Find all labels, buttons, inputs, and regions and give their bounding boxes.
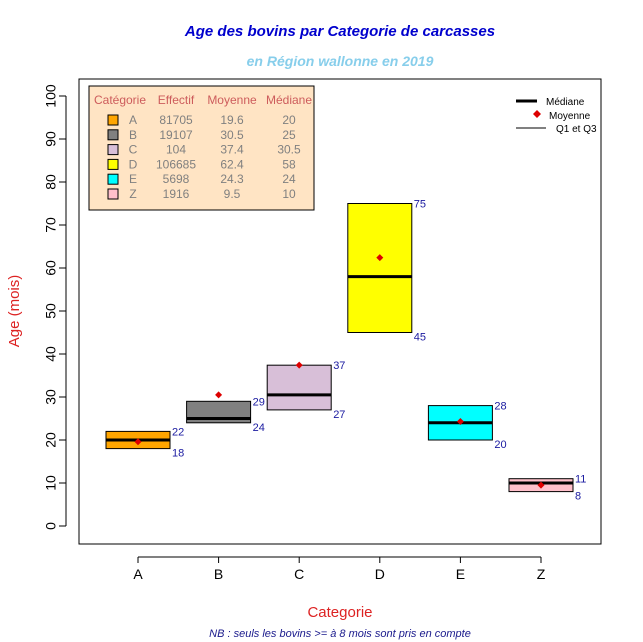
x-tick-label: Z	[537, 566, 546, 582]
legend-mean-label: Moyenne	[549, 111, 591, 122]
table-swatch	[107, 129, 119, 141]
q1-label-B: 24	[253, 422, 265, 434]
y-tick-label: 50	[43, 303, 59, 319]
table-swatch	[107, 188, 119, 200]
table-cell-mediane: 58	[282, 157, 296, 171]
y-tick-label: 100	[43, 84, 59, 108]
table-cell-moyenne: 24.3	[220, 172, 244, 186]
chart-subtitle: en Région wallonne en 2019	[247, 53, 434, 69]
x-axis-title: Categorie	[307, 604, 372, 621]
q3-label-C: 37	[333, 360, 345, 372]
table-swatch	[107, 158, 119, 170]
mean-marker-A	[134, 438, 142, 446]
table-swatch	[107, 144, 119, 156]
summary-table-body: Catégorie Effectif Moyenne Médiane A 81705 19.…	[94, 93, 312, 201]
y-axis-title: Age (mois)	[6, 275, 23, 348]
box-series: 22 18 29 24 37 27 75 45 28 20 11 8	[105, 199, 586, 503]
mean-marker-E	[456, 418, 464, 426]
q3-label-A: 22	[172, 426, 184, 438]
q1-label-Z: 8	[575, 491, 581, 503]
table-swatch	[107, 114, 119, 126]
x-tick-label: D	[375, 566, 385, 582]
x-tick-label: A	[133, 566, 143, 582]
x-tick-label: B	[214, 566, 223, 582]
box-C	[266, 364, 332, 411]
y-tick-label: 20	[43, 432, 59, 448]
table-cell-effectif: 1916	[163, 187, 190, 201]
y-tick-label: 90	[43, 131, 59, 147]
table-cell-moyenne: 19.6	[220, 113, 244, 127]
mean-marker-B	[215, 391, 223, 399]
table-cell-effectif: 19107	[159, 128, 193, 142]
mean-marker-D	[376, 254, 384, 262]
plot-frame	[78, 78, 602, 545]
q3-label-B: 29	[253, 396, 265, 408]
q1-label-E: 20	[494, 439, 506, 451]
legend-mean-swatch	[533, 110, 541, 118]
table-cell-moyenne: 37.4	[220, 143, 244, 157]
y-tick-label: 0	[43, 522, 59, 530]
summary-table-background	[88, 85, 315, 211]
q1-label-D: 45	[414, 332, 426, 344]
box-D	[347, 203, 413, 333]
table-cell-mediane: 25	[282, 128, 296, 142]
table-cell-mediane: 10	[282, 187, 296, 201]
table-cell-category: E	[129, 172, 137, 186]
footnote: NB : seuls les bovins >= à 8 mois sont p…	[209, 628, 471, 640]
table-cell-category: B	[129, 128, 137, 142]
table-header: Catégorie	[94, 93, 146, 107]
table-cell-category: D	[129, 157, 138, 171]
legend: Médiane Moyenne Q1 et Q3	[516, 97, 597, 135]
q1-label-A: 18	[172, 448, 184, 460]
legend-median-label: Médiane	[546, 97, 585, 108]
legend-quartile-label: Q1 et Q3	[556, 124, 597, 135]
table-swatch	[107, 173, 119, 185]
table-cell-effectif: 106685	[156, 157, 196, 171]
x-tick-label: E	[456, 566, 465, 582]
table-cell-mediane: 30.5	[277, 143, 301, 157]
x-tick-label: C	[294, 566, 304, 582]
mean-marker-Z	[537, 481, 545, 489]
q1-label-C: 27	[333, 409, 345, 421]
table-header: Effectif	[158, 93, 195, 107]
y-tick-label: 10	[43, 475, 59, 491]
q3-label-Z: 11	[575, 474, 586, 486]
table-header: Médiane	[266, 93, 312, 107]
table-cell-effectif: 104	[166, 143, 186, 157]
y-axis: 0 10 20 30 40 50 60 70 80 90 100	[43, 84, 67, 530]
q3-label-D: 75	[414, 199, 426, 211]
table-cell-category: A	[129, 113, 137, 127]
summary-table: Catégorie Effectif Moyenne Médiane A 81705 19.…	[88, 85, 315, 211]
table-cell-category: Z	[129, 187, 136, 201]
y-tick-label: 60	[43, 260, 59, 276]
table-cell-moyenne: 30.5	[220, 128, 244, 142]
table-cell-moyenne: 9.5	[224, 187, 241, 201]
mean-marker-C	[295, 361, 303, 369]
y-tick-label: 70	[43, 217, 59, 233]
y-tick-label: 30	[43, 389, 59, 405]
q3-label-E: 28	[494, 401, 506, 413]
table-cell-mediane: 24	[282, 172, 296, 186]
y-tick-label: 80	[43, 174, 59, 190]
table-header: Moyenne	[207, 93, 257, 107]
table-cell-mediane: 20	[282, 113, 296, 127]
chart-title: Age des bovins par Categorie de carcasse…	[184, 23, 495, 40]
y-tick-label: 40	[43, 346, 59, 362]
table-cell-moyenne: 62.4	[220, 157, 244, 171]
table-cell-category: C	[129, 143, 138, 157]
table-cell-effectif: 5698	[163, 172, 190, 186]
table-cell-effectif: 81705	[159, 113, 193, 127]
